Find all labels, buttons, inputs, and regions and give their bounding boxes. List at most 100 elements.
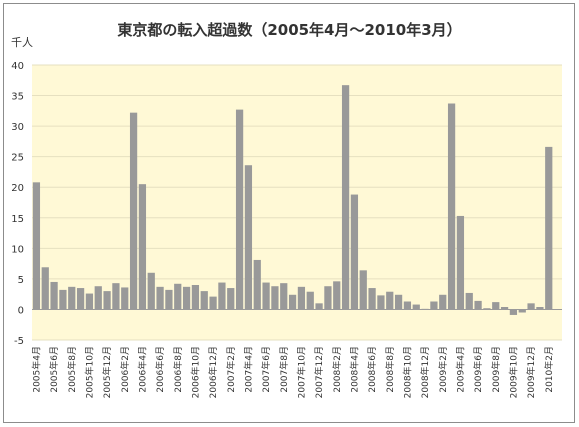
bar: [138, 184, 147, 310]
x-tick-label: 2007年2月: [225, 346, 237, 393]
x-tick-label: 2005年12月: [101, 346, 113, 398]
x-tick-label: 2009年4月: [454, 346, 466, 393]
x-tick-label: 2006年4月: [136, 346, 148, 393]
bar: [394, 294, 403, 310]
bar: [377, 295, 385, 310]
bar: [509, 309, 518, 315]
y-tick-label: 0: [18, 305, 24, 316]
y-tick-label: 20: [11, 183, 24, 194]
bar: [156, 286, 164, 310]
x-tick-label: 2007年12月: [313, 346, 325, 398]
y-tick-label: 40: [11, 61, 24, 72]
bar: [306, 291, 314, 310]
bar: [386, 291, 394, 310]
bar: [235, 109, 244, 310]
bar: [368, 288, 376, 310]
bar: [447, 103, 456, 310]
bar: [439, 294, 447, 310]
plot-area: [32, 65, 562, 340]
bar-series: [32, 85, 553, 315]
x-tick-label: 2006年10月: [189, 346, 201, 398]
bar: [174, 283, 182, 310]
bar: [412, 304, 420, 310]
bar: [68, 286, 76, 310]
x-axis-ticks: 2005年4月 2005年6月 2005年8月 2005年10月 2005年12月 200…: [30, 346, 554, 398]
y-axis-ticks: 40 35 30 25 20 15 10 5 0 -5: [11, 61, 24, 347]
bar: [32, 182, 41, 310]
x-tick-label: 2005年6月: [48, 346, 60, 393]
bar: [430, 301, 438, 310]
bar: [271, 286, 279, 310]
x-tick-label: 2008年4月: [348, 346, 360, 393]
bar: [403, 301, 412, 310]
bar: [41, 267, 49, 310]
bar: [315, 303, 323, 310]
bar: [121, 287, 129, 310]
x-tick-label: 2005年8月: [66, 346, 78, 393]
x-tick-label: 2006年8月: [172, 346, 184, 393]
y-tick-label: 35: [11, 92, 24, 103]
y-tick-label: 5: [18, 275, 24, 286]
bar: [182, 286, 191, 310]
bar: [536, 307, 544, 310]
bar: [147, 272, 155, 310]
x-tick-label: 2007年8月: [278, 346, 290, 393]
bar: [483, 308, 491, 310]
x-tick-label: 2009年12月: [525, 346, 537, 398]
bar: [218, 282, 226, 310]
bar: [227, 288, 235, 310]
x-tick-label: 2008年8月: [384, 346, 396, 393]
bar: [324, 286, 332, 310]
x-tick-label: 2008年10月: [401, 346, 413, 398]
bar: [350, 194, 359, 310]
bar: [545, 146, 553, 310]
x-tick-label: 2009年6月: [472, 346, 484, 393]
x-tick-label: 2009年2月: [437, 346, 449, 393]
x-tick-label: 2005年4月: [30, 346, 42, 393]
y-axis-unit-label: 千人: [11, 36, 33, 49]
bar: [50, 281, 58, 310]
bar: [85, 293, 94, 310]
bar: [288, 294, 297, 310]
y-tick-label: 10: [11, 244, 24, 255]
x-tick-label: 2009年10月: [507, 346, 519, 398]
bar: [465, 292, 473, 310]
x-tick-label: 2006年2月: [119, 346, 131, 393]
x-tick-label: 2009年8月: [490, 346, 502, 393]
bar: [94, 286, 102, 310]
y-tick-label: -5: [14, 336, 24, 347]
y-tick-label: 30: [11, 122, 24, 133]
bar: [518, 309, 526, 313]
chart-title: 東京都の転入超過数（2005年4月～2010年3月）: [117, 21, 462, 39]
x-tick-label: 2007年10月: [295, 346, 307, 398]
bar: [527, 303, 535, 310]
x-tick-label: 2010年2月: [543, 346, 555, 393]
y-tick-label: 15: [11, 214, 24, 225]
y-tick-label: 25: [11, 153, 24, 164]
bar: [341, 85, 350, 310]
bar: [129, 112, 138, 310]
bar: [359, 270, 367, 310]
bar: [500, 307, 509, 310]
bar: [209, 296, 217, 310]
bar: [253, 259, 261, 310]
bar: [244, 165, 253, 310]
bar: [297, 286, 306, 310]
x-tick-label: 2007年4月: [242, 346, 254, 393]
bar: [165, 289, 173, 310]
bar: [191, 285, 200, 310]
bar: [262, 282, 270, 310]
x-tick-label: 2006年12月: [207, 346, 219, 398]
bar: [474, 300, 482, 310]
bar: [456, 215, 465, 310]
bar: [200, 291, 208, 310]
bar: [59, 289, 67, 310]
x-tick-label: 2005年10月: [83, 346, 95, 398]
x-tick-label: 2008年6月: [366, 346, 378, 393]
bar: [103, 291, 111, 310]
bar: [280, 283, 288, 310]
x-tick-label: 2008年12月: [419, 346, 431, 398]
bar: [492, 302, 500, 310]
bar: [76, 288, 85, 310]
